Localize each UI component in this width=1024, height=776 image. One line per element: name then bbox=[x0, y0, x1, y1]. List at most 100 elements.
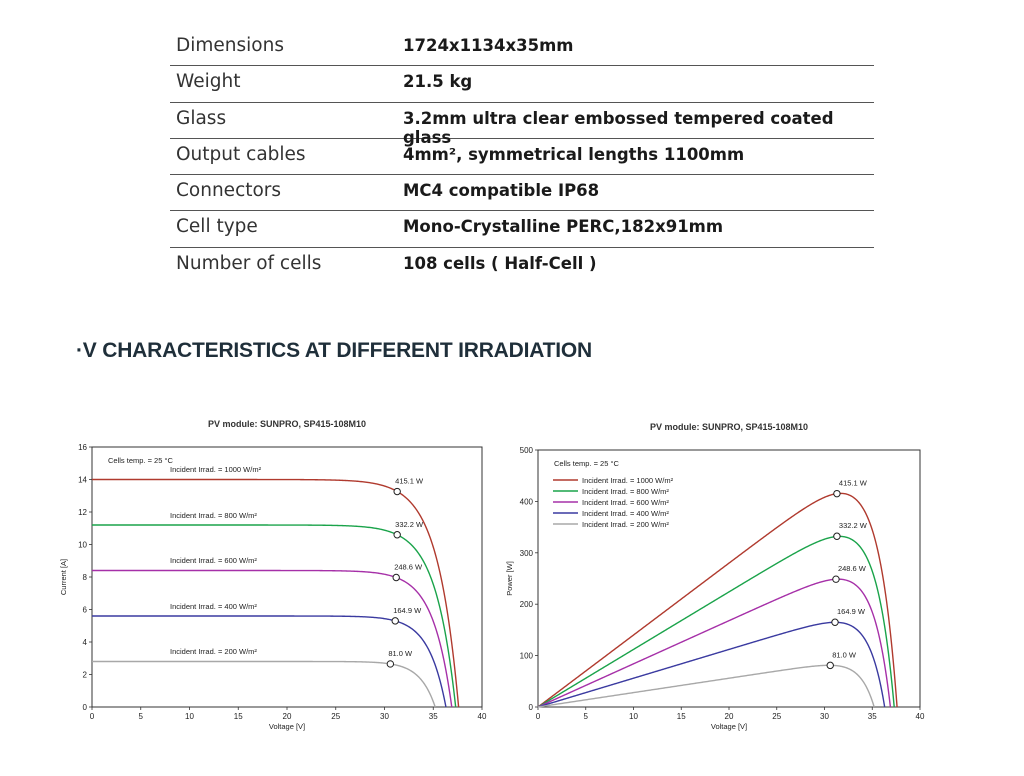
spec-label: Glass bbox=[176, 107, 227, 129]
spec-value: 1724x1134x35mm bbox=[403, 36, 574, 55]
x-tick-label: 35 bbox=[429, 712, 438, 721]
mpp-label: 332.2 W bbox=[395, 520, 424, 529]
mpp-point bbox=[826, 661, 834, 670]
mpp-point bbox=[386, 660, 395, 668]
y-tick-label: 2 bbox=[83, 671, 88, 680]
x-tick-label: 40 bbox=[478, 712, 487, 721]
spec-row-connectors: Connectors MC4 compatible IP68 bbox=[170, 175, 874, 212]
y-tick-label: 100 bbox=[520, 652, 534, 661]
mpp-label: 164.9 W bbox=[837, 607, 866, 616]
x-tick-label: 35 bbox=[868, 712, 877, 721]
y-tick-label: 400 bbox=[520, 497, 534, 506]
mpp-label: 81.0 W bbox=[832, 650, 857, 659]
mpp-label: 415.1 W bbox=[395, 477, 424, 486]
x-tick-label: 40 bbox=[916, 712, 925, 721]
y-tick-label: 12 bbox=[78, 508, 87, 517]
x-tick-label: 0 bbox=[536, 712, 541, 721]
y-tick-label: 6 bbox=[83, 606, 88, 615]
mpp-point bbox=[832, 575, 840, 583]
x-tick-label: 5 bbox=[139, 712, 144, 721]
spec-label: Dimensions bbox=[176, 35, 284, 56]
series-label: Incident Irrad. = 400 W/m² bbox=[170, 602, 257, 611]
spec-value: 3.2mm ultra clear embossed tempered coat… bbox=[403, 108, 834, 147]
x-axis-label: Voltage [V] bbox=[711, 722, 747, 731]
spec-label: Connectors bbox=[176, 180, 282, 202]
x-axis-label: Voltage [V] bbox=[269, 722, 305, 731]
section-title: ·V CHARACTERISTICS AT DIFFERENT IRRADIAT… bbox=[76, 339, 592, 362]
legend-entry: Incident Irrad. = 600 W/m² bbox=[582, 498, 669, 507]
pv-series-line bbox=[537, 535, 895, 708]
spec-row-cell-type: Cell type Mono-Crystalline PERC,182x91mm bbox=[170, 211, 874, 248]
mpp-label: 332.2 W bbox=[839, 521, 868, 530]
chart-title: PV module: SUNPRO, SP415-108M10 bbox=[208, 419, 366, 429]
mpp-label: 164.9 W bbox=[393, 606, 422, 615]
spec-row-glass: Glass 3.2mm ultra clear embossed tempere… bbox=[170, 103, 874, 147]
series-label: Incident Irrad. = 600 W/m² bbox=[170, 556, 257, 565]
spec-value: 21.5 kg bbox=[403, 72, 473, 92]
spec-value: MC4 compatible IP68 bbox=[403, 181, 600, 201]
iv-series-line bbox=[92, 660, 436, 708]
x-tick-label: 30 bbox=[820, 712, 829, 721]
series-label: Incident Irrad. = 200 W/m² bbox=[170, 647, 257, 656]
mpp-point bbox=[393, 487, 401, 496]
x-tick-label: 25 bbox=[772, 712, 781, 721]
spec-label: Weight bbox=[176, 71, 241, 93]
y-tick-label: 4 bbox=[83, 638, 88, 647]
spec-label: Number of cells bbox=[176, 252, 322, 274]
mpp-point bbox=[392, 573, 400, 582]
spec-value: Mono-Crystalline PERC,182x91mm bbox=[403, 217, 724, 237]
mpp-point bbox=[393, 531, 401, 539]
pv-series-line bbox=[537, 621, 886, 708]
y-tick-label: 16 bbox=[78, 443, 87, 452]
iv-series-line bbox=[92, 569, 453, 708]
mpp-point bbox=[833, 532, 841, 540]
y-tick-label: 500 bbox=[520, 446, 534, 455]
pv-series-line bbox=[537, 664, 875, 708]
legend-entry: Incident Irrad. = 200 W/m² bbox=[582, 520, 669, 529]
mpp-label: 415.1 W bbox=[839, 479, 868, 488]
x-tick-label: 10 bbox=[185, 712, 194, 721]
x-tick-label: 15 bbox=[677, 712, 686, 721]
spec-label: Output cables bbox=[176, 143, 306, 165]
pv-series-line bbox=[537, 578, 892, 708]
spec-value: 108 cells ( Half-Cell ) bbox=[403, 253, 597, 273]
x-tick-label: 20 bbox=[283, 712, 292, 721]
mpp-point bbox=[831, 618, 839, 626]
x-tick-label: 10 bbox=[629, 712, 638, 721]
temp-label: Cells temp. = 25 °C bbox=[108, 456, 173, 465]
x-tick-label: 15 bbox=[234, 712, 243, 721]
spec-label: Cell type bbox=[176, 216, 258, 238]
mpp-label: 248.6 W bbox=[838, 564, 867, 573]
y-axis-label: Power [W] bbox=[505, 561, 514, 596]
y-tick-label: 10 bbox=[78, 541, 87, 550]
y-tick-label: 14 bbox=[78, 476, 87, 485]
y-tick-label: 0 bbox=[529, 703, 534, 712]
mpp-label: 81.0 W bbox=[388, 649, 413, 658]
spec-row-number-of-cells: Number of cells 108 cells ( Half-Cell ) bbox=[170, 248, 874, 284]
x-tick-label: 20 bbox=[725, 712, 734, 721]
y-tick-label: 0 bbox=[83, 703, 88, 712]
y-axis-label: Current [A] bbox=[59, 559, 68, 595]
temp-label: Cells temp. = 25 °C bbox=[554, 459, 619, 468]
y-tick-label: 300 bbox=[520, 549, 534, 558]
x-tick-label: 30 bbox=[380, 712, 389, 721]
chart-title: PV module: SUNPRO, SP415-108M10 bbox=[650, 422, 808, 432]
legend-entry: Incident Irrad. = 800 W/m² bbox=[582, 487, 669, 496]
x-tick-label: 0 bbox=[90, 712, 95, 721]
x-tick-label: 5 bbox=[584, 712, 589, 721]
iv-series-line bbox=[92, 615, 447, 708]
mpp-point bbox=[833, 489, 841, 498]
series-label: Incident Irrad. = 800 W/m² bbox=[170, 511, 257, 520]
legend-entry: Incident Irrad. = 400 W/m² bbox=[582, 509, 669, 518]
spec-row-weight: Weight 21.5 kg bbox=[170, 66, 874, 103]
spec-row-output-cables: Output cables 4mm², symmetrical lengths … bbox=[170, 139, 874, 176]
mpp-label: 248.6 W bbox=[394, 562, 423, 571]
spec-value: 4mm², symmetrical lengths 1100mm bbox=[403, 144, 745, 164]
series-label: Incident Irrad. = 1000 W/m² bbox=[170, 465, 262, 474]
spec-table: Dimensions 1724x1134x35mm Weight 21.5 kg… bbox=[170, 30, 874, 284]
mpp-point bbox=[391, 617, 399, 625]
x-tick-label: 25 bbox=[331, 712, 340, 721]
spec-row-dimensions: Dimensions 1724x1134x35mm bbox=[170, 30, 874, 67]
